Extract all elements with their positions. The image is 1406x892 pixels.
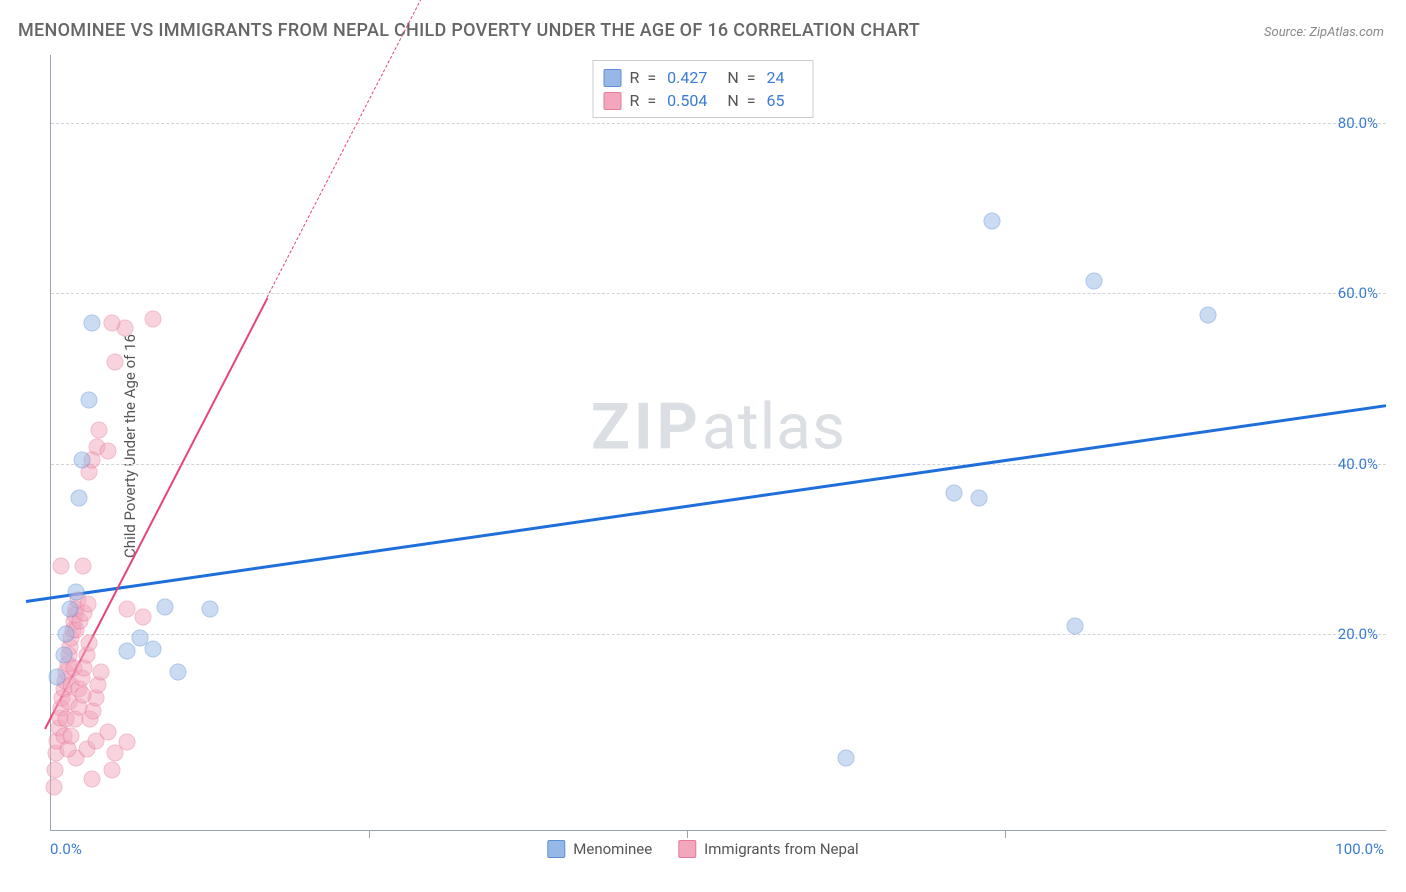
- data-point: [100, 443, 117, 460]
- gridline: [51, 293, 1386, 294]
- n-value-nepal: 65: [767, 91, 785, 110]
- gridline: [51, 634, 1386, 635]
- data-point: [73, 451, 90, 468]
- data-point: [74, 557, 91, 574]
- x-tick-0: 0.0%: [50, 840, 82, 858]
- data-point: [1085, 272, 1102, 289]
- gridline: [51, 464, 1386, 465]
- plot-area: ZIPatlas 20.0% 40.0% 60.0% 80.0%: [50, 55, 1386, 831]
- n-label: N: [727, 68, 738, 87]
- data-point: [106, 353, 123, 370]
- legend-label-menominee: Menominee: [573, 840, 652, 858]
- data-point: [170, 664, 187, 681]
- r-label: R: [629, 91, 639, 110]
- y-tick-label: 40.0%: [1338, 455, 1378, 473]
- data-point: [104, 315, 121, 332]
- data-point: [49, 668, 66, 685]
- legend-item-menominee: Menominee: [547, 840, 652, 858]
- data-point: [144, 311, 161, 328]
- legend-stats: R = 0.427 N = 24 R = 0.504 N = 65: [592, 60, 813, 118]
- swatch-menominee: [547, 840, 565, 858]
- data-point: [83, 770, 100, 787]
- data-point: [74, 687, 91, 704]
- legend-series: Menominee Immigrants from Nepal: [547, 840, 858, 858]
- trend-line: [267, 0, 459, 297]
- x-tick-100: 100.0%: [1335, 840, 1384, 858]
- y-tick-label: 60.0%: [1338, 284, 1378, 302]
- chart-title: MENOMINEE VS IMMIGRANTS FROM NEPAL CHILD…: [18, 20, 920, 41]
- watermark: ZIPatlas: [591, 390, 846, 465]
- watermark-atlas: atlas: [702, 390, 846, 465]
- data-point: [157, 598, 174, 615]
- data-point: [945, 484, 962, 501]
- data-point: [201, 600, 218, 617]
- data-point: [83, 315, 100, 332]
- data-point: [144, 641, 161, 658]
- swatch-nepal: [678, 840, 696, 858]
- data-point: [79, 596, 96, 613]
- trend-line: [25, 404, 1386, 603]
- equals-sign: =: [647, 68, 656, 87]
- equals-sign: =: [747, 68, 756, 87]
- swatch-menominee: [603, 69, 621, 87]
- equals-sign: =: [647, 91, 656, 110]
- legend-stats-row-nepal: R = 0.504 N = 65: [603, 89, 796, 112]
- data-point: [983, 213, 1000, 230]
- data-point: [1200, 306, 1217, 323]
- watermark-zip: ZIP: [591, 390, 702, 465]
- equals-sign: =: [747, 91, 756, 110]
- x-tick-mark: [687, 830, 688, 838]
- n-label: N: [727, 91, 738, 110]
- gridline: [51, 123, 1386, 124]
- data-point: [971, 489, 988, 506]
- data-point: [119, 643, 136, 660]
- y-tick-label: 20.0%: [1338, 625, 1378, 643]
- data-point: [1066, 617, 1083, 634]
- x-tick-mark: [1005, 830, 1006, 838]
- data-point: [81, 634, 98, 651]
- r-value-nepal: 0.504: [667, 91, 707, 110]
- data-point: [45, 779, 62, 796]
- legend-item-nepal: Immigrants from Nepal: [678, 840, 859, 858]
- r-value-menominee: 0.427: [667, 68, 707, 87]
- data-point: [81, 391, 98, 408]
- swatch-nepal: [603, 92, 621, 110]
- source-attribution: Source: ZipAtlas.com: [1264, 25, 1384, 40]
- data-point: [100, 724, 117, 741]
- data-point: [53, 557, 70, 574]
- data-point: [63, 728, 80, 745]
- data-point: [62, 600, 79, 617]
- x-tick-mark: [369, 830, 370, 838]
- data-point: [55, 647, 72, 664]
- n-value-menominee: 24: [767, 68, 785, 87]
- legend-label-nepal: Immigrants from Nepal: [704, 840, 859, 858]
- data-point: [134, 609, 151, 626]
- data-point: [68, 583, 85, 600]
- data-point: [70, 489, 87, 506]
- legend-stats-row-menominee: R = 0.427 N = 24: [603, 66, 796, 89]
- data-point: [58, 626, 75, 643]
- r-label: R: [629, 68, 639, 87]
- data-point: [104, 762, 121, 779]
- y-tick-label: 80.0%: [1338, 114, 1378, 132]
- data-point: [837, 749, 854, 766]
- data-point: [91, 421, 108, 438]
- data-point: [92, 664, 109, 681]
- data-point: [46, 762, 63, 779]
- data-point: [119, 734, 136, 751]
